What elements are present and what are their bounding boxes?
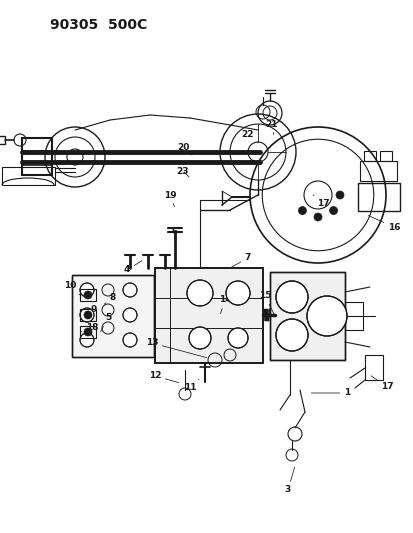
Text: 90305  500C: 90305 500C	[50, 18, 147, 32]
Text: 17: 17	[312, 195, 328, 208]
Text: 6: 6	[171, 228, 178, 242]
Text: 21: 21	[265, 119, 278, 135]
Circle shape	[313, 213, 321, 221]
Bar	[344, 302, 362, 330]
Circle shape	[275, 319, 307, 351]
Circle shape	[84, 291, 92, 299]
Circle shape	[329, 207, 337, 215]
Bar	[379, 151, 391, 161]
Text: 13: 13	[145, 338, 206, 358]
Text: 3: 3	[284, 467, 294, 495]
Circle shape	[306, 296, 346, 336]
Circle shape	[189, 327, 211, 349]
Bar	[80, 309, 96, 321]
Circle shape	[187, 280, 212, 306]
Text: 1: 1	[311, 389, 349, 398]
Text: 16: 16	[368, 215, 399, 231]
Bar	[154, 268, 262, 363]
Text: 8: 8	[104, 294, 116, 304]
Bar	[72, 275, 154, 357]
Text: 10: 10	[64, 281, 80, 295]
Circle shape	[84, 311, 92, 319]
Circle shape	[228, 328, 247, 348]
Text: 19: 19	[163, 190, 176, 207]
Text: 2: 2	[334, 301, 344, 315]
Circle shape	[225, 281, 249, 305]
Text: 17: 17	[370, 376, 392, 392]
Circle shape	[275, 281, 307, 313]
Text: 7: 7	[230, 254, 251, 268]
Text: 22: 22	[241, 130, 257, 143]
Bar	[359, 161, 396, 181]
Circle shape	[80, 333, 94, 347]
Text: 14: 14	[218, 295, 231, 314]
Text: 9: 9	[86, 305, 97, 314]
Text: 15: 15	[258, 292, 274, 315]
Bar	[80, 326, 96, 338]
Bar	[72, 275, 154, 357]
Bar	[269, 272, 344, 360]
Bar	[357, 183, 399, 211]
Text: 20: 20	[176, 142, 192, 155]
Text: 11: 11	[183, 379, 199, 392]
Circle shape	[80, 283, 94, 297]
Circle shape	[80, 308, 94, 322]
Bar	[154, 268, 262, 363]
Text: 18: 18	[81, 324, 98, 333]
Bar	[269, 272, 344, 360]
Circle shape	[123, 333, 137, 347]
Text: 4: 4	[123, 261, 142, 274]
Text: 5: 5	[100, 313, 111, 332]
Circle shape	[335, 191, 343, 199]
Circle shape	[123, 283, 137, 297]
Circle shape	[84, 328, 92, 336]
Bar	[363, 151, 375, 161]
Circle shape	[123, 308, 137, 322]
Text: 12: 12	[148, 372, 178, 383]
Bar	[364, 355, 382, 380]
Bar	[80, 289, 96, 301]
Text: 23: 23	[176, 166, 189, 177]
Circle shape	[298, 207, 306, 215]
